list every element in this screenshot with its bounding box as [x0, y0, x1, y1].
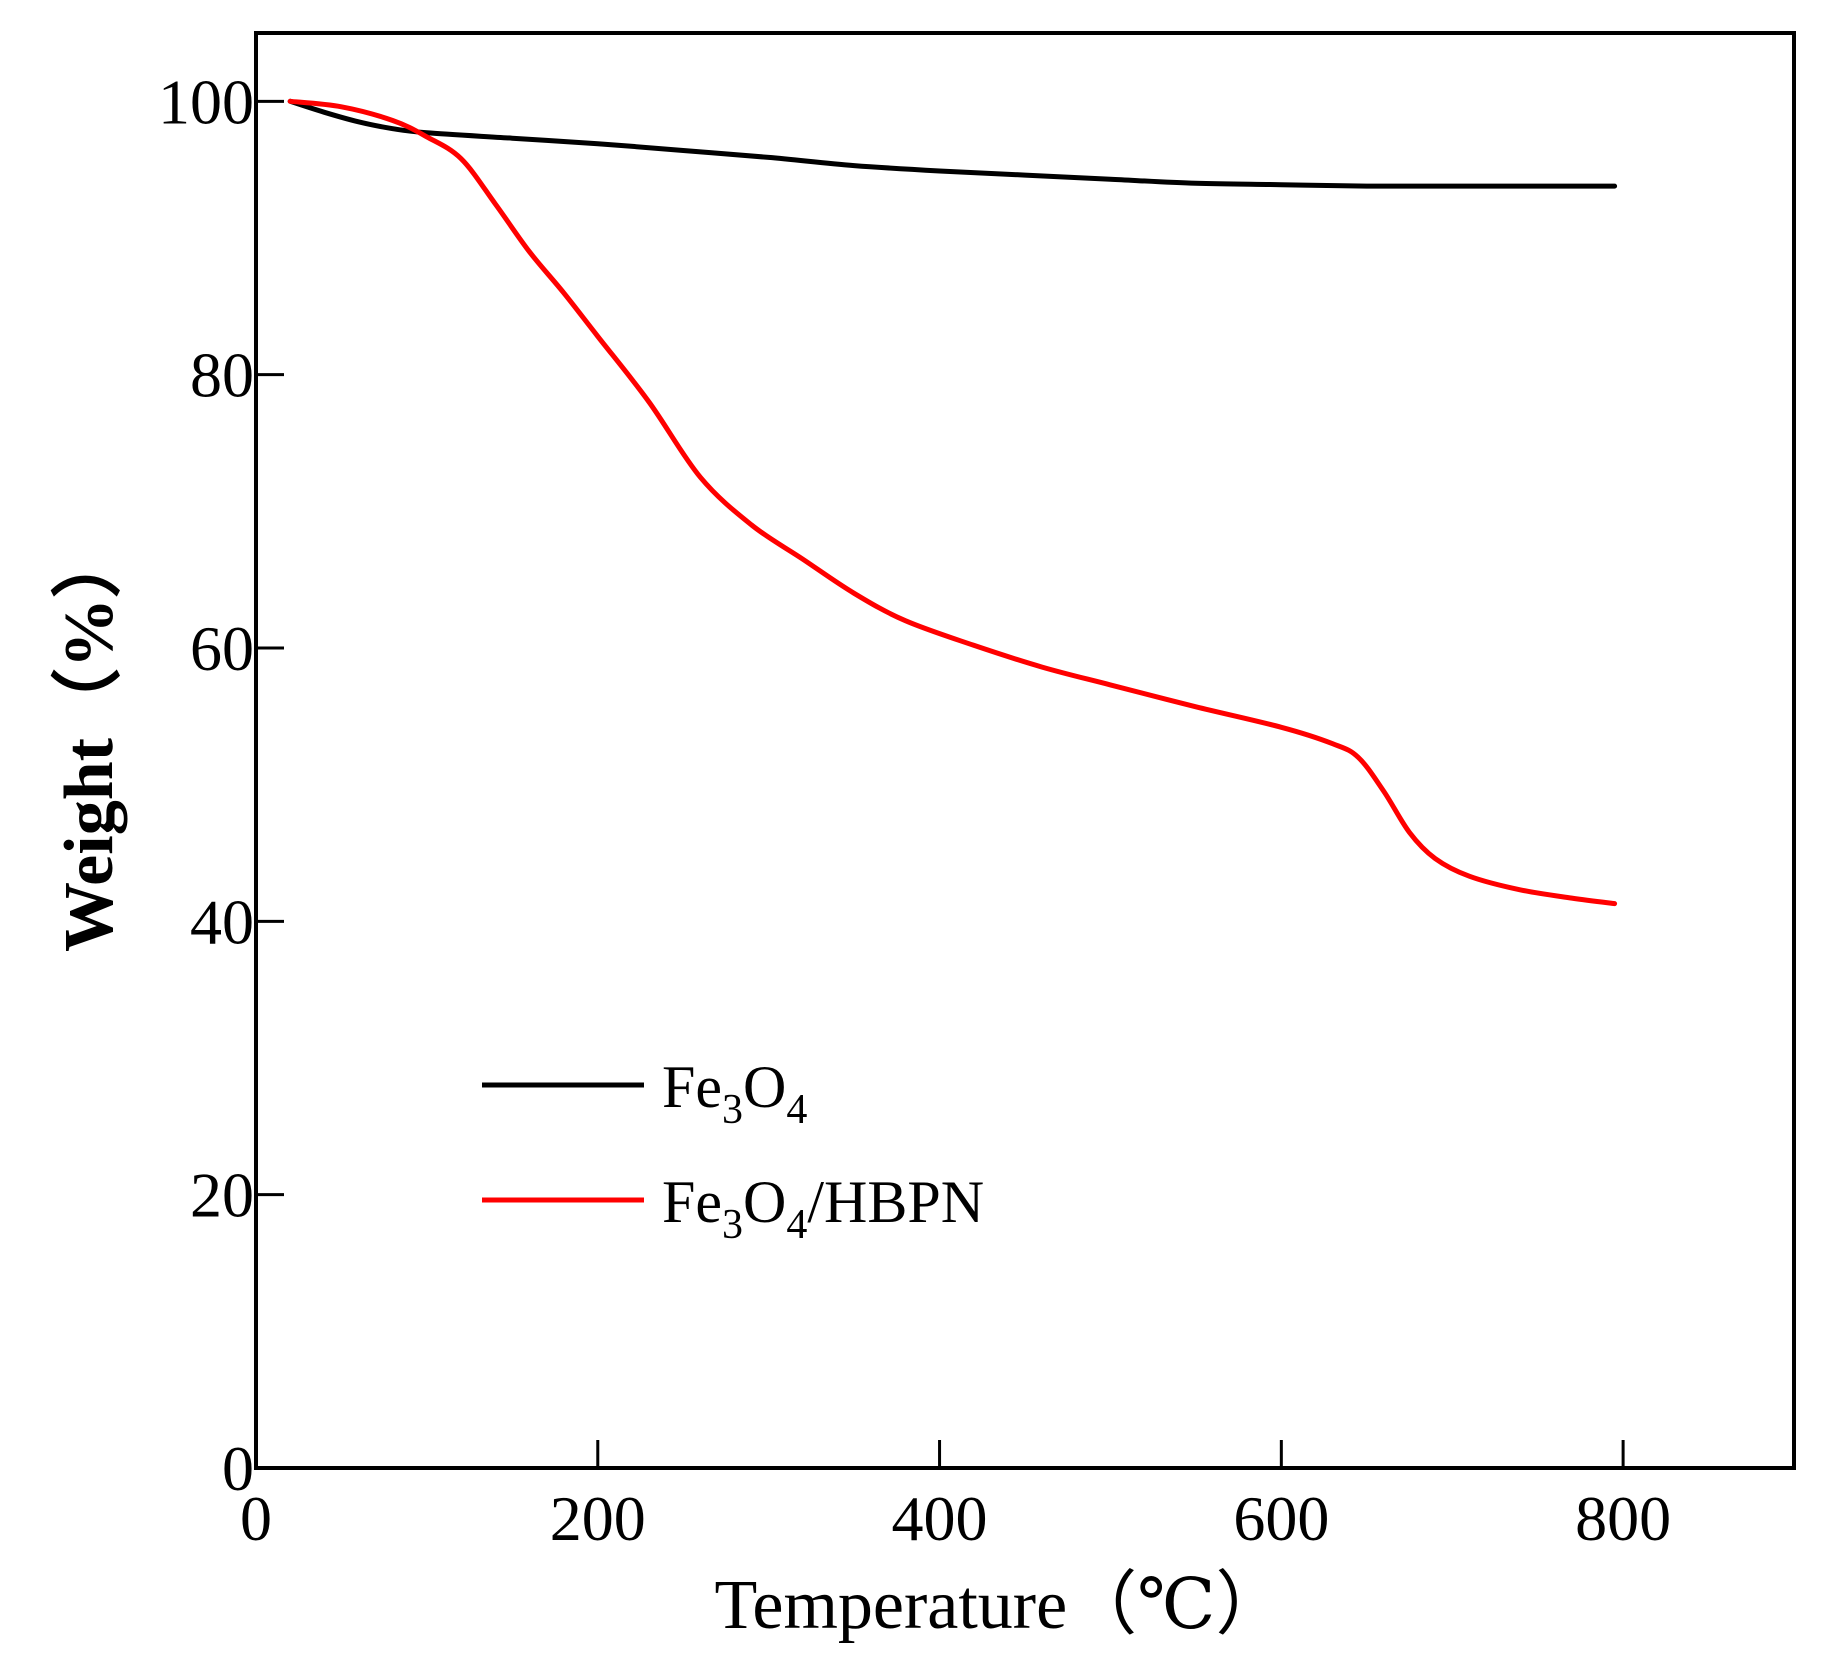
legend-text-part: Fe — [662, 1169, 722, 1235]
legend-subscript: 3 — [722, 1202, 743, 1248]
x-axis-ticks: 0 200 400 600 800 — [240, 1440, 1671, 1554]
y-tick-label: 60 — [190, 613, 254, 684]
legend-subscript: 4 — [786, 1202, 807, 1248]
legend-text-part: O — [743, 1169, 786, 1235]
y-tick-label: 0 — [222, 1433, 254, 1504]
legend-text-part: O — [743, 1054, 786, 1120]
series-layer — [287, 98, 1618, 907]
legend-text-part: Fe — [662, 1054, 722, 1120]
x-tick-label: 400 — [892, 1483, 988, 1554]
y-tick-label: 80 — [190, 340, 254, 411]
legend-subscript: 4 — [786, 1087, 807, 1133]
x-axis-title: Temperature（℃） — [715, 1567, 1286, 1644]
legend-label: Fe3O4/HBPN — [662, 1169, 984, 1248]
series-line-1 — [287, 98, 1618, 907]
y-axis-title: Weight（%） — [50, 528, 128, 952]
legend-subscript: 3 — [722, 1087, 743, 1133]
y-tick-label: 100 — [158, 66, 254, 137]
y-axis-ticks: 0 20 40 60 80 100 — [158, 66, 284, 1504]
plot-frame — [254, 31, 1796, 1470]
legend-label: Fe3O4 — [662, 1054, 807, 1133]
series-line-0 — [287, 98, 1618, 189]
x-tick-label: 800 — [1575, 1483, 1671, 1554]
x-tick-label: 0 — [240, 1483, 272, 1554]
y-tick-label: 40 — [190, 886, 254, 957]
x-tick-label: 200 — [550, 1483, 646, 1554]
legend-text-part: /HBPN — [807, 1169, 984, 1235]
x-tick-label: 600 — [1233, 1483, 1329, 1554]
y-tick-label: 20 — [190, 1160, 254, 1231]
